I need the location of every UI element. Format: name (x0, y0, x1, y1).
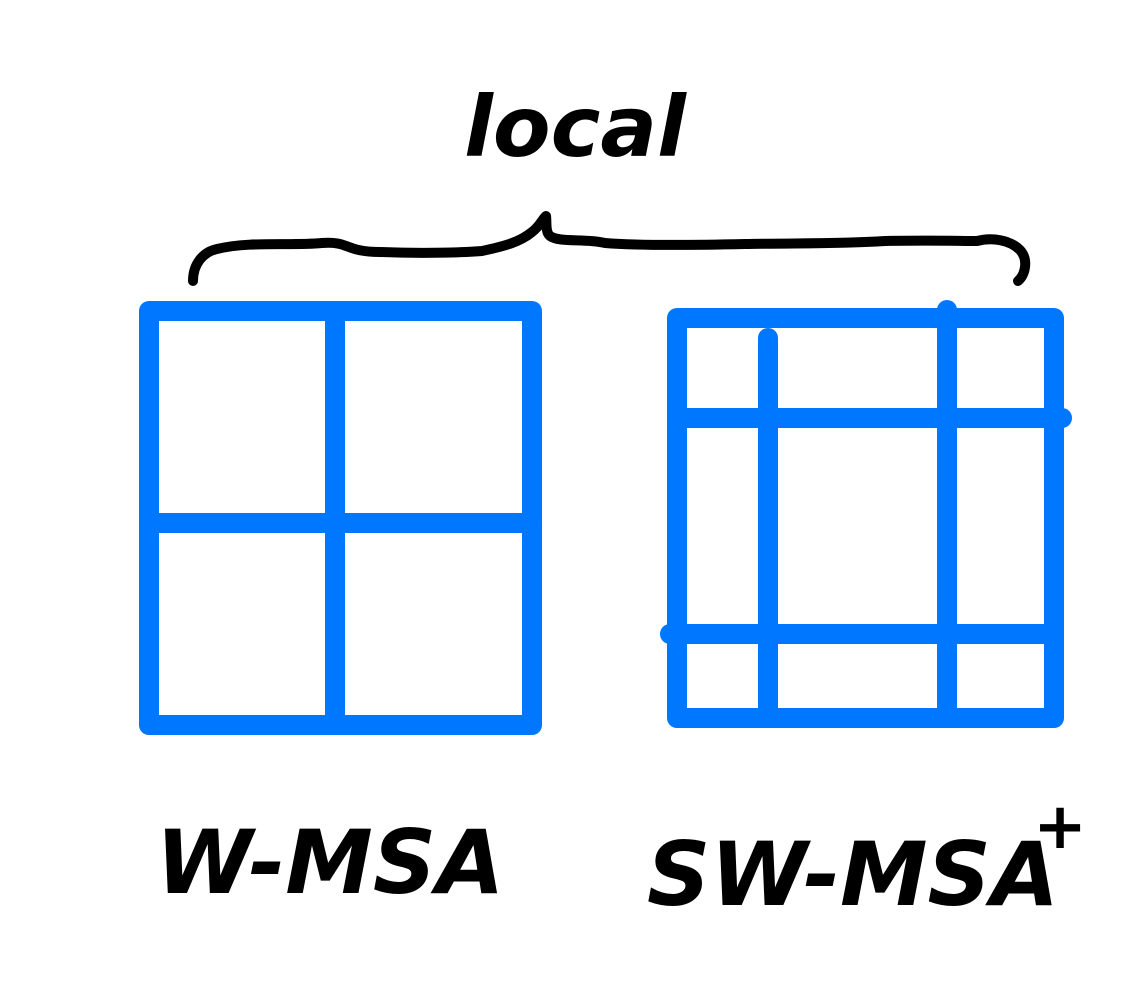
sw-msa-border (667, 308, 1064, 728)
label-w-msa: W-MSA (156, 811, 505, 914)
label-sw-msa: SW-MSA (647, 823, 1059, 926)
label-local: local (464, 78, 687, 176)
brace (188, 211, 1031, 286)
sw-msa-grid (660, 300, 1072, 728)
label-sw-msa-superscript: + (1033, 790, 1087, 864)
w-msa-grid (139, 301, 542, 735)
